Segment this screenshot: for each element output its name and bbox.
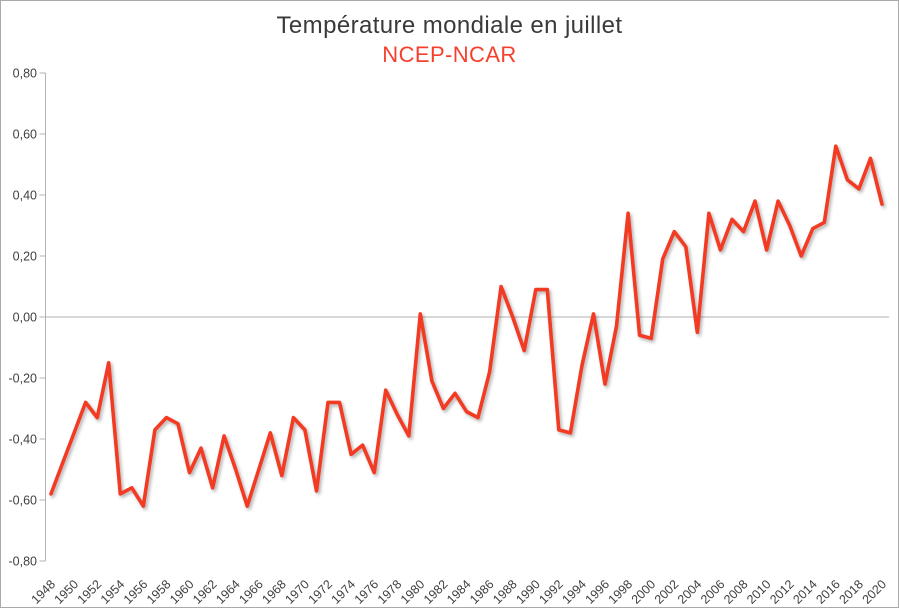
x-tick-label: 1950 [52,577,82,607]
x-tick-label: 1978 [375,577,405,607]
x-tick-label: 1970 [282,577,312,607]
y-axis [39,72,46,562]
x-tick-label: 2008 [721,577,751,607]
y-tick-label: -0,40 [9,433,38,447]
x-tick-label: 2020 [860,577,890,607]
x-tick-label: 1976 [352,577,382,607]
x-tick-label: 1996 [583,577,613,607]
x-tick-label: 2000 [629,577,659,607]
x-tick-label: 1966 [236,577,266,607]
y-tick-label: 0,20 [13,250,37,264]
x-tick-label: 2002 [652,577,682,607]
x-tick-labels: 1948195019521954195619581960196219641966… [29,577,890,607]
x-tick-label: 1948 [29,577,59,607]
y-tick-label: 0,60 [13,128,37,142]
x-tick-label: 2006 [698,577,728,607]
y-tick-label: 0,00 [13,311,37,325]
x-tick-label: 1994 [559,577,589,607]
x-tick-label: 2014 [790,577,820,607]
y-tick-labels: 0,80 0,60 0,40 0,20 0,00 -0,20 -0,40 -0,60 -0,80 [9,67,38,569]
y-tick-label: 0,40 [13,189,37,203]
x-tick-label: 1986 [467,577,497,607]
x-tick-label: 1968 [259,577,289,607]
x-tick-label: 1964 [213,577,243,607]
x-tick-label: 1958 [144,577,174,607]
x-tick-label: 1962 [190,577,220,607]
y-tick-label: -0,60 [9,494,38,508]
y-tick-label: 0,80 [13,67,37,81]
x-tick-label: 2004 [675,577,705,607]
x-tick-label: 1974 [329,577,359,607]
x-tick-label: 2010 [744,577,774,607]
chart-title: Température mondiale en juillet [276,12,623,39]
x-tick-label: 2012 [767,577,797,607]
x-tick-label: 1990 [513,577,543,607]
x-tick-label: 2018 [836,577,866,607]
chart-subtitle: NCEP-NCAR [382,42,517,67]
x-tick-label: 1956 [121,577,151,607]
x-tick-label: 1960 [167,577,197,607]
x-tick-label: 1992 [536,577,566,607]
x-tick-label: 2016 [813,577,843,607]
temperature-anomaly-line [49,144,884,508]
y-tick-label: -0,20 [9,372,38,386]
x-tick-label: 1980 [398,577,428,607]
x-tick-label: 1982 [421,577,451,607]
x-tick-label: 1988 [490,577,520,607]
y-tick-label: -0,80 [9,555,38,569]
x-tick-label: 1952 [75,577,105,607]
x-tick-label: 1954 [98,577,128,607]
x-tick-label: 1998 [606,577,636,607]
x-tick-label: 1984 [444,577,474,607]
x-tick-label: 1972 [306,577,336,607]
